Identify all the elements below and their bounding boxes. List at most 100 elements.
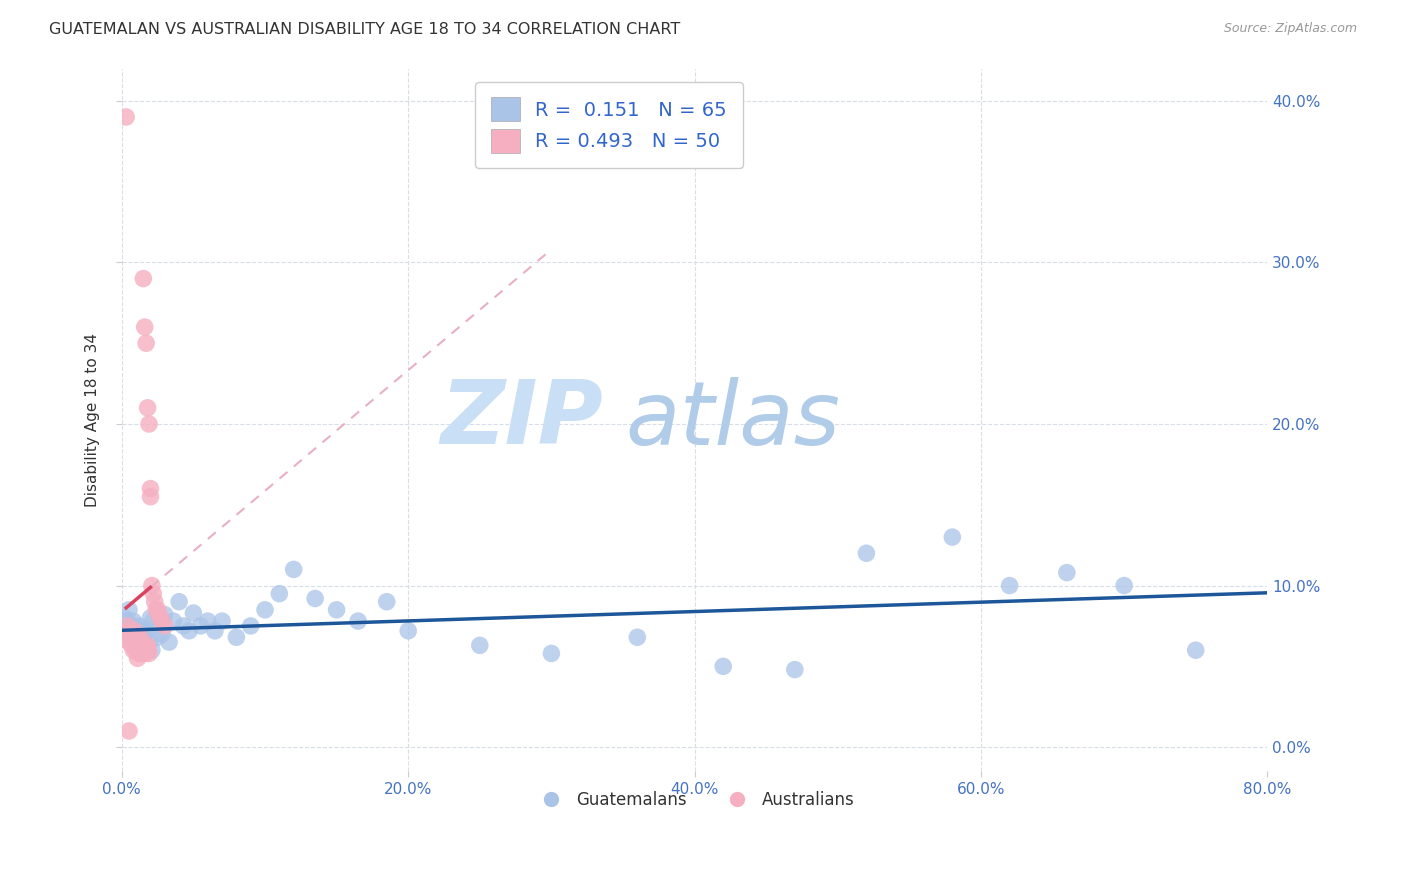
Point	[135, 640, 157, 654]
Point	[150, 614, 173, 628]
Point	[136, 401, 159, 415]
Point	[118, 630, 141, 644]
Point	[150, 627, 173, 641]
Point	[118, 723, 141, 738]
Point	[855, 546, 877, 560]
Point	[132, 630, 155, 644]
Point	[143, 595, 166, 609]
Point	[157, 635, 180, 649]
Legend: Guatemalans, Australians: Guatemalans, Australians	[527, 784, 862, 816]
Point	[1056, 566, 1078, 580]
Point	[540, 647, 562, 661]
Point	[304, 591, 326, 606]
Point	[125, 627, 148, 641]
Point	[998, 578, 1021, 592]
Point	[153, 619, 176, 633]
Text: atlas: atlas	[626, 377, 841, 463]
Point	[129, 630, 152, 644]
Point	[711, 659, 734, 673]
Point	[136, 643, 159, 657]
Point	[347, 614, 370, 628]
Point	[149, 611, 172, 625]
Point	[121, 619, 143, 633]
Point	[225, 630, 247, 644]
Point	[120, 627, 142, 641]
Point	[128, 638, 150, 652]
Point	[127, 643, 149, 657]
Text: ZIP: ZIP	[440, 376, 603, 464]
Point	[136, 638, 159, 652]
Point	[148, 607, 170, 622]
Point	[145, 603, 167, 617]
Point	[269, 587, 291, 601]
Point	[146, 630, 169, 644]
Point	[125, 635, 148, 649]
Point	[941, 530, 963, 544]
Point	[118, 624, 141, 638]
Point	[129, 635, 152, 649]
Point	[124, 624, 146, 638]
Point	[146, 603, 169, 617]
Point	[127, 630, 149, 644]
Point	[141, 643, 163, 657]
Point	[396, 624, 419, 638]
Point	[325, 603, 347, 617]
Point	[134, 635, 156, 649]
Point	[117, 619, 139, 633]
Point	[118, 635, 141, 649]
Point	[135, 336, 157, 351]
Point	[139, 490, 162, 504]
Point	[135, 624, 157, 638]
Point	[120, 627, 142, 641]
Point	[128, 635, 150, 649]
Point	[121, 630, 143, 644]
Point	[139, 611, 162, 625]
Point	[211, 614, 233, 628]
Point	[132, 643, 155, 657]
Point	[190, 619, 212, 633]
Point	[239, 619, 262, 633]
Point	[122, 643, 145, 657]
Point	[128, 625, 150, 640]
Point	[162, 614, 184, 628]
Point	[283, 562, 305, 576]
Point	[129, 629, 152, 643]
Point	[134, 320, 156, 334]
Point	[129, 635, 152, 649]
Point	[172, 619, 194, 633]
Point	[125, 621, 148, 635]
Point	[129, 643, 152, 657]
Point	[183, 606, 205, 620]
Point	[114, 611, 136, 625]
Point	[127, 651, 149, 665]
Point	[125, 643, 148, 657]
Point	[1184, 643, 1206, 657]
Point	[124, 635, 146, 649]
Point	[131, 622, 153, 636]
Point	[115, 624, 138, 638]
Point	[204, 624, 226, 638]
Point	[122, 614, 145, 628]
Point	[153, 607, 176, 622]
Text: GUATEMALAN VS AUSTRALIAN DISABILITY AGE 18 TO 34 CORRELATION CHART: GUATEMALAN VS AUSTRALIAN DISABILITY AGE …	[49, 22, 681, 37]
Point	[117, 614, 139, 628]
Point	[253, 603, 276, 617]
Point	[138, 635, 160, 649]
Point	[139, 482, 162, 496]
Point	[375, 595, 398, 609]
Point	[468, 638, 491, 652]
Point	[122, 630, 145, 644]
Point	[125, 638, 148, 652]
Point	[131, 640, 153, 654]
Point	[121, 630, 143, 644]
Point	[142, 587, 165, 601]
Point	[131, 647, 153, 661]
Point	[134, 647, 156, 661]
Point	[120, 635, 142, 649]
Point	[118, 603, 141, 617]
Point	[1114, 578, 1136, 592]
Point	[136, 643, 159, 657]
Point	[127, 638, 149, 652]
Point	[118, 619, 141, 633]
Point	[124, 624, 146, 638]
